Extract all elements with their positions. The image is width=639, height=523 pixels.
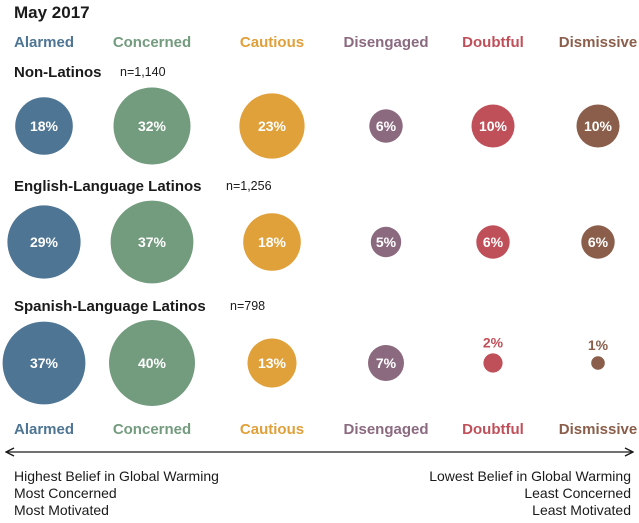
value-label-spanish-language-latinos-doubtful: 2% <box>483 334 504 350</box>
category-label-top-doubtful: Doubtful <box>462 34 524 51</box>
chart-title: May 2017 <box>14 3 90 22</box>
row-non-latinos: Non-Latinos n=1,140 18% 32% 23% 6% 10% 10% <box>14 64 620 165</box>
value-label-english-language-latinos-concerned: 37% <box>138 234 167 250</box>
bubble-non-latinos-disengaged <box>369 109 403 143</box>
category-label-top-alarmed: Alarmed <box>14 34 74 51</box>
bubble-english-language-latinos-cautious <box>243 213 301 271</box>
category-label-bottom-doubtful: Doubtful <box>462 421 524 438</box>
bubble-spanish-language-latinos-disengaged <box>368 345 404 381</box>
bubble-spanish-language-latinos-doubtful <box>483 353 503 373</box>
row-label-non-latinos: Non-Latinos <box>14 64 102 81</box>
category-label-bottom-dismissive: Dismissive <box>559 421 637 438</box>
axis-left-line-1: Highest Belief in Global Warming <box>14 468 219 484</box>
value-label-spanish-language-latinos-alarmed: 37% <box>30 355 59 371</box>
value-label-english-language-latinos-alarmed: 29% <box>30 234 59 250</box>
category-label-top-disengaged: Disengaged <box>343 34 428 51</box>
axis-right-line-2: Least Concerned <box>524 485 631 501</box>
value-label-non-latinos-disengaged: 6% <box>376 118 397 134</box>
value-label-english-language-latinos-cautious: 18% <box>258 234 287 250</box>
sample-size-label: n=798 <box>230 299 265 313</box>
bubble-spanish-language-latinos-dismissive <box>591 356 605 370</box>
axis-right-line-3: Least Motivated <box>532 502 631 518</box>
row-label-english-language-latinos: English-Language Latinos <box>14 178 202 195</box>
bubble-spanish-language-latinos-cautious <box>247 338 297 388</box>
axis-right-line-1: Lowest Belief in Global Warming <box>429 468 631 484</box>
value-label-english-language-latinos-dismissive: 6% <box>588 234 609 250</box>
value-label-non-latinos-dismissive: 10% <box>584 118 613 134</box>
sample-size-label: n=1,256 <box>226 179 272 193</box>
category-label-bottom-concerned: Concerned <box>113 421 191 438</box>
category-label-top-dismissive: Dismissive <box>559 34 637 51</box>
bubble-spanish-language-latinos-alarmed <box>2 321 86 405</box>
bubble-non-latinos-alarmed <box>15 97 73 155</box>
value-label-spanish-language-latinos-disengaged: 7% <box>376 355 397 371</box>
value-label-spanish-language-latinos-dismissive: 1% <box>588 337 609 353</box>
value-label-non-latinos-alarmed: 18% <box>30 118 59 134</box>
category-label-top-cautious: Cautious <box>240 34 304 51</box>
row-label-spanish-language-latinos: Spanish-Language Latinos <box>14 298 206 315</box>
category-label-top-concerned: Concerned <box>113 34 191 51</box>
axis-right-description: Lowest Belief in Global Warming Least Co… <box>429 468 631 519</box>
bubble-non-latinos-concerned <box>113 87 191 165</box>
row-spanish-language-latinos: Spanish-Language Latinos n=798 37% 40% 13% 7%… <box>2 298 609 406</box>
axis-left-line-2: Most Concerned <box>14 485 117 501</box>
bubble-english-language-latinos-disengaged <box>370 226 402 258</box>
category-label-bottom-alarmed: Alarmed <box>14 421 74 438</box>
bubble-english-language-latinos-dismissive <box>581 225 615 259</box>
sample-size-label: n=1,140 <box>120 65 166 79</box>
bubble-english-language-latinos-doubtful <box>476 225 510 259</box>
value-label-spanish-language-latinos-concerned: 40% <box>138 355 167 371</box>
bubble-spanish-language-latinos-concerned <box>109 320 195 406</box>
axis-left-description: Highest Belief in Global Warming Most Co… <box>14 468 219 519</box>
value-label-non-latinos-concerned: 32% <box>138 118 167 134</box>
bubble-english-language-latinos-concerned <box>110 200 194 284</box>
bubble-non-latinos-dismissive <box>576 104 620 148</box>
value-label-non-latinos-doubtful: 10% <box>479 118 508 134</box>
value-label-english-language-latinos-doubtful: 6% <box>483 234 504 250</box>
value-label-non-latinos-cautious: 23% <box>258 118 287 134</box>
axis-left-line-3: Most Motivated <box>14 502 109 518</box>
category-label-bottom-cautious: Cautious <box>240 421 304 438</box>
row-english-language-latinos: English-Language Latinos n=1,256 29% 37% 18%… <box>7 178 615 284</box>
bubble-english-language-latinos-alarmed <box>7 205 81 279</box>
bubble-non-latinos-doubtful <box>471 104 515 148</box>
bubble-non-latinos-cautious <box>239 93 305 159</box>
value-label-english-language-latinos-disengaged: 5% <box>376 234 397 250</box>
value-label-spanish-language-latinos-cautious: 13% <box>258 355 287 371</box>
category-label-bottom-disengaged: Disengaged <box>343 421 428 438</box>
